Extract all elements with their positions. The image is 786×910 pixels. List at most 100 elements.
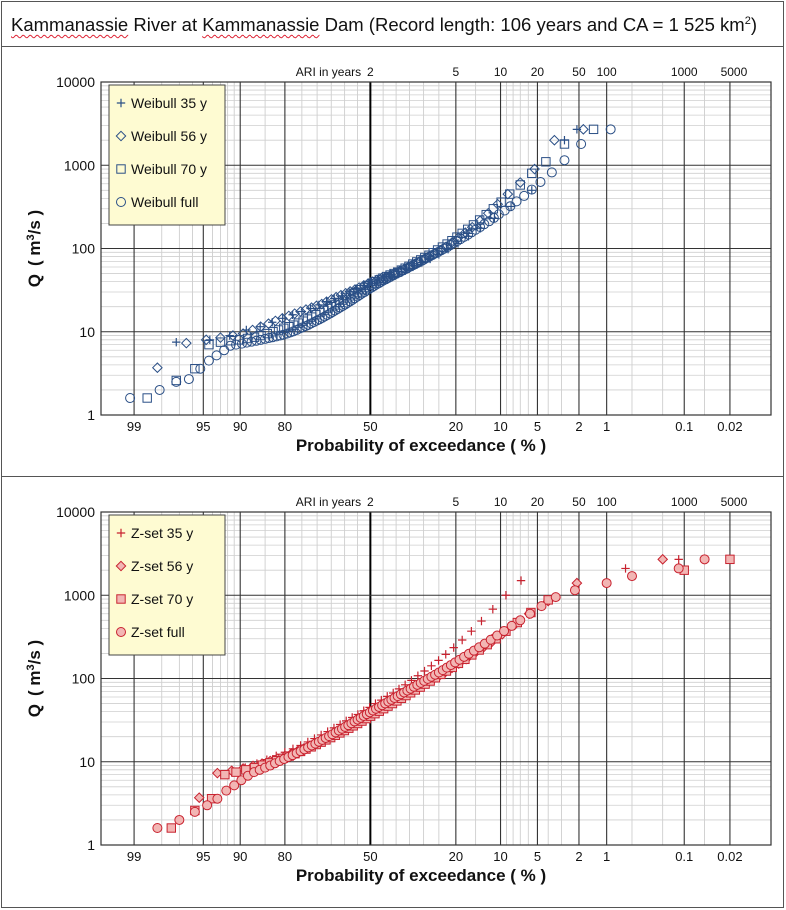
data-point-circle xyxy=(526,184,537,195)
data-point-circle xyxy=(410,258,421,269)
data-point-circle xyxy=(311,315,322,326)
y-axis-title-unit: ( m xyxy=(25,240,44,266)
data-point-circle xyxy=(433,246,444,257)
data-point-circle xyxy=(189,806,200,817)
data-point-plus xyxy=(527,186,536,195)
data-point-circle xyxy=(550,592,561,603)
x-tick-label: 0.02 xyxy=(717,849,742,864)
data-point-circle xyxy=(499,626,510,637)
data-point-circle xyxy=(398,265,409,276)
zset-chart: ARI in years 2 5 10 20 50 100 1000 5000 99 95 90 80 5… xyxy=(25,495,772,885)
y-axis-title-sup: 3 xyxy=(25,664,37,670)
data-point-circle xyxy=(354,290,365,301)
legend-label: Weibull 70 y xyxy=(131,161,207,177)
data-points xyxy=(125,123,616,404)
x-tick-label: 50 xyxy=(363,419,377,434)
y-tick-label: 1000 xyxy=(64,587,95,603)
x-tick-label: 1 xyxy=(603,849,610,864)
legend-label: Weibull 35 y xyxy=(131,95,207,111)
data-point-diamond xyxy=(180,337,192,349)
data-point-diamond xyxy=(227,330,239,341)
data-point-circle xyxy=(125,393,136,404)
data-points xyxy=(152,553,735,834)
data-point-circle xyxy=(309,316,320,327)
data-point-circle xyxy=(171,376,182,387)
x-tick-label: 10 xyxy=(493,849,507,864)
data-point-plus xyxy=(434,656,443,665)
data-point-plus xyxy=(621,564,630,573)
data-point-diamond xyxy=(200,334,212,346)
data-point-diamond xyxy=(289,308,301,320)
title-close: ) xyxy=(750,14,757,35)
x-tick-label: 95 xyxy=(196,849,210,864)
x-tick-label: 20 xyxy=(449,849,463,864)
data-point-square xyxy=(215,337,226,347)
data-point-circle xyxy=(405,261,416,272)
ari-tick-label: 5000 xyxy=(721,495,748,509)
data-point-circle xyxy=(202,800,213,811)
data-point-diamond xyxy=(529,163,540,175)
ari-label: ARI in years xyxy=(296,65,361,79)
data-point-circle xyxy=(319,311,330,322)
title-river-word: Kammanassie xyxy=(11,14,129,35)
y-axis-title-unit-end: /s ) xyxy=(25,210,44,235)
data-point-circle xyxy=(195,363,206,374)
x-tick-label: 50 xyxy=(363,849,377,864)
x-tick-label: 5 xyxy=(534,849,541,864)
data-point-circle xyxy=(203,355,214,366)
x-tick-label: 90 xyxy=(233,419,247,434)
data-point-circle xyxy=(605,124,616,135)
ari-tick-label: 10 xyxy=(494,495,508,509)
ari-tick-label: 2 xyxy=(367,65,374,79)
x-tick-label: 5 xyxy=(534,419,541,434)
data-point-circle xyxy=(225,340,236,351)
ari-tick-label: 50 xyxy=(572,495,586,509)
data-point-plus xyxy=(205,335,215,345)
ari-label: ARI in years xyxy=(296,495,361,509)
data-point-circle xyxy=(536,601,547,612)
data-point-circle xyxy=(400,264,411,275)
data-point-square xyxy=(505,189,515,199)
y-tick-label: 10 xyxy=(79,324,95,340)
data-point-plus xyxy=(242,325,251,335)
data-point-circle xyxy=(492,630,503,641)
ari-tick-label: 50 xyxy=(572,65,586,79)
data-point-circle xyxy=(183,374,194,385)
data-point-diamond xyxy=(300,304,312,315)
ari-tick-label: 5000 xyxy=(721,65,748,79)
data-point-circle xyxy=(231,339,242,350)
title-rest: Dam (Record length: 106 years and CA = 1… xyxy=(324,14,745,35)
data-point-square xyxy=(166,823,176,833)
data-point-circle xyxy=(263,333,274,344)
x-tick-label: 2 xyxy=(575,849,582,864)
y-axis-title: Q ( m3/s ) xyxy=(25,640,44,717)
title-river-rest: River at xyxy=(133,14,198,35)
data-point-circle xyxy=(364,283,375,294)
data-point-diamond xyxy=(657,553,669,565)
data-point-plus xyxy=(674,555,683,564)
data-point-circle xyxy=(342,297,353,308)
data-point-circle xyxy=(154,384,165,395)
y-tick-label: 1000 xyxy=(64,157,95,173)
x-tick-label: 0.1 xyxy=(675,419,693,434)
data-point-plus xyxy=(413,671,423,680)
data-point-square xyxy=(231,767,241,777)
data-point-circle xyxy=(392,267,403,278)
data-point-diamond xyxy=(502,188,514,200)
data-point-diamond xyxy=(295,306,306,317)
data-point-diamond xyxy=(215,332,226,344)
data-point-circle xyxy=(241,337,252,348)
data-point-plus xyxy=(441,650,450,659)
legend-marker-diamond xyxy=(115,130,127,142)
data-point-circle xyxy=(174,814,185,825)
data-point-circle xyxy=(236,338,247,349)
data-point-circle xyxy=(519,190,530,201)
data-point-square xyxy=(367,278,377,289)
figure-title: Kammanassie River at Kammanassie Dam (Re… xyxy=(11,14,757,36)
data-point-circle xyxy=(322,309,333,320)
data-point-circle xyxy=(347,294,358,305)
y-axis-title-unit: ( m xyxy=(25,670,44,696)
data-point-diamond xyxy=(577,123,589,135)
data-point-plus xyxy=(420,666,429,676)
